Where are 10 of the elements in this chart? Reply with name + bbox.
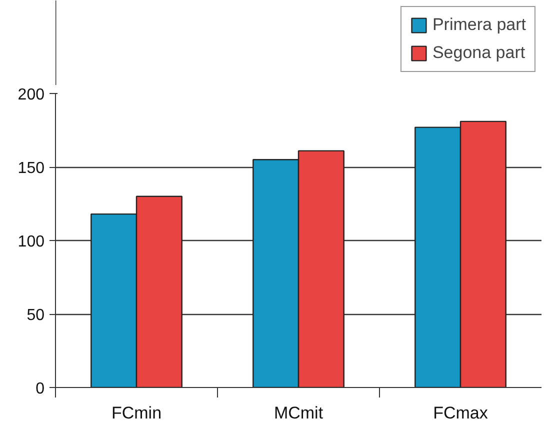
- y-tick-label: 200: [18, 86, 45, 104]
- x-tick-label: FCmin: [111, 404, 162, 422]
- y-tick-label: 100: [18, 234, 45, 250]
- legend-label: Segona part: [432, 43, 526, 63]
- legend-label: Primera part: [432, 15, 526, 35]
- y-tick-label: 50: [26, 307, 45, 324]
- y-tick-label: 150: [18, 160, 45, 177]
- y-tick-label: 0: [36, 380, 45, 398]
- x-tick-label: MCmit: [274, 404, 324, 422]
- x-tick-label: FCmax: [433, 404, 488, 422]
